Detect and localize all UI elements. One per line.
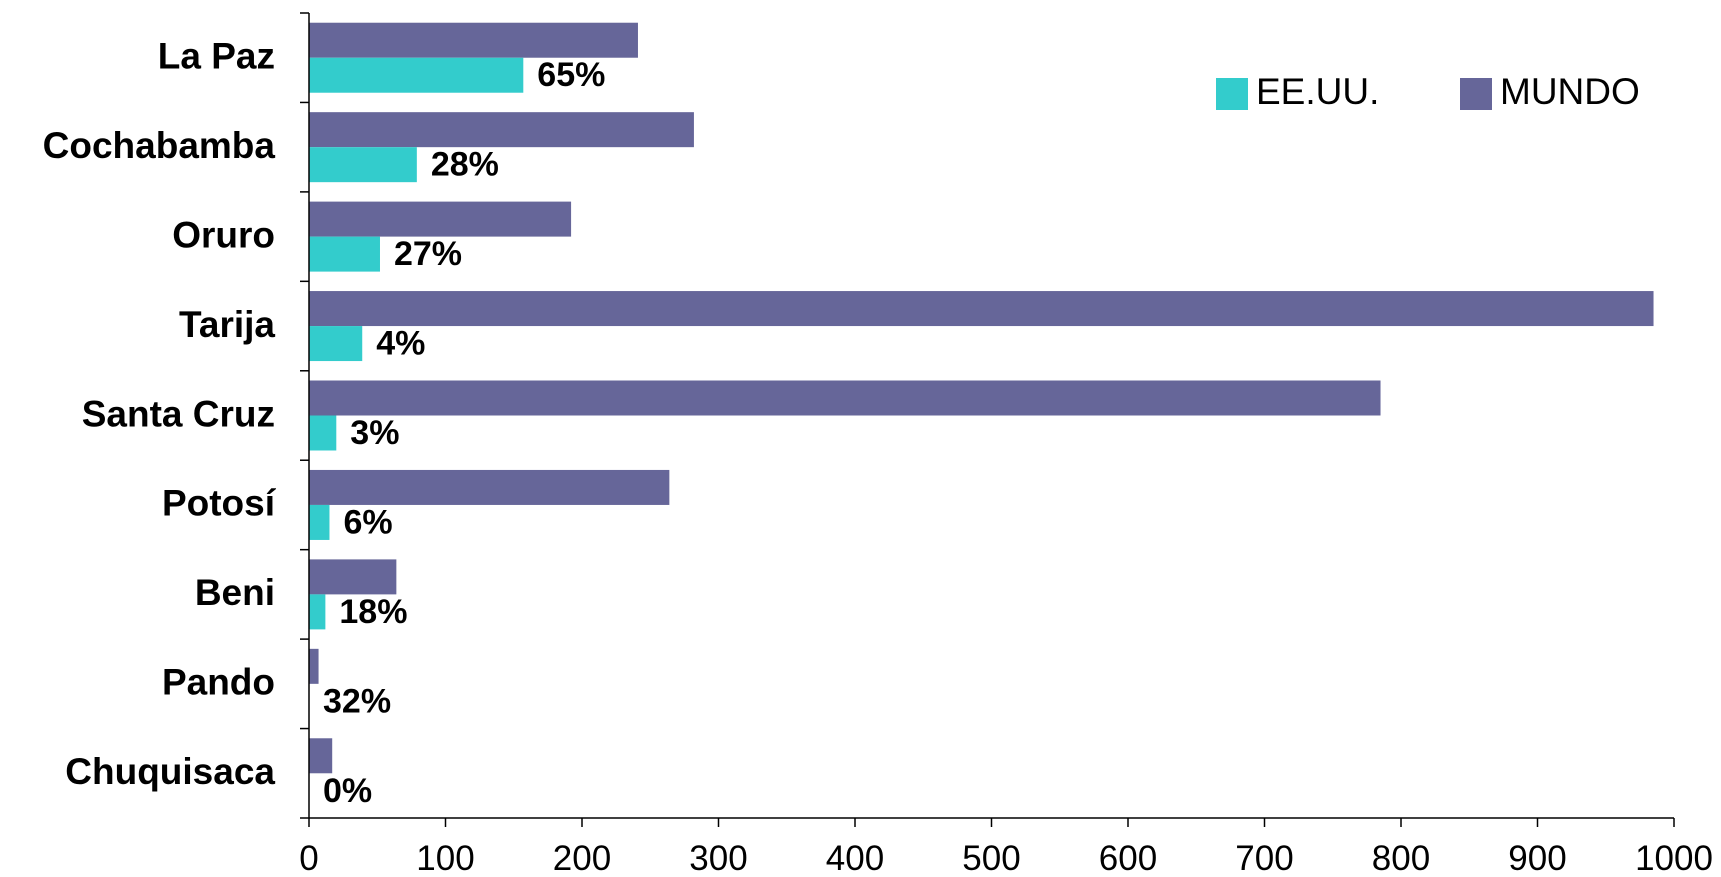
category-label-cochabamba: Cochabamba bbox=[43, 125, 276, 166]
bar-eeuu-beni bbox=[309, 594, 326, 630]
bar-marks bbox=[309, 22, 1654, 774]
data-label-eeuu-tarija: 4% bbox=[376, 325, 425, 363]
x-tick-label-300: 300 bbox=[689, 839, 747, 877]
data-label-eeuu-potosi: 6% bbox=[343, 503, 392, 541]
bar-mundo-cochabamba bbox=[309, 112, 694, 148]
category-label-potosi: Potosí bbox=[162, 483, 277, 524]
data-label-eeuu-oruro: 27% bbox=[394, 235, 462, 273]
legend-label-ee-uu: EE.UU. bbox=[1256, 71, 1379, 112]
data-label-eeuu-santa-cruz: 3% bbox=[350, 414, 399, 452]
legend-swatch-ee-uu bbox=[1216, 78, 1248, 110]
data-label-eeuu-chuquisaca: 0% bbox=[323, 772, 372, 810]
bar-eeuu-santa-cruz bbox=[309, 415, 337, 451]
category-label-chuquisaca: Chuquisaca bbox=[65, 751, 275, 792]
bar-mundo-chuquisaca bbox=[309, 738, 333, 774]
bar-mundo-santa-cruz bbox=[309, 380, 1381, 416]
bar-mundo-oruro bbox=[309, 201, 572, 237]
category-label-beni: Beni bbox=[195, 572, 275, 613]
category-label-pando: Pando bbox=[162, 662, 275, 703]
bar-eeuu-cochabamba bbox=[309, 147, 417, 183]
x-tick-label-900: 900 bbox=[1508, 839, 1566, 877]
x-tick-label-800: 800 bbox=[1372, 839, 1430, 877]
x-tick-label-400: 400 bbox=[826, 839, 884, 877]
category-label-oruro: Oruro bbox=[172, 214, 275, 255]
category-label-santa-cruz: Santa Cruz bbox=[82, 393, 275, 434]
x-tick-label-500: 500 bbox=[962, 839, 1020, 877]
bar-mundo-potosi bbox=[309, 469, 670, 505]
x-tick-label-100: 100 bbox=[416, 839, 474, 877]
x-tick-label-1000: 1000 bbox=[1635, 839, 1713, 877]
bar-mundo-tarija bbox=[309, 291, 1654, 327]
legend-swatch-mundo bbox=[1460, 78, 1492, 110]
bar-eeuu-potosi bbox=[309, 504, 330, 540]
category-label-tarija: Tarija bbox=[179, 304, 275, 345]
x-tick-label-200: 200 bbox=[553, 839, 611, 877]
legend: EE.UU. MUNDO bbox=[1216, 71, 1640, 112]
data-label-eeuu-beni: 18% bbox=[339, 593, 407, 631]
legend-label-mundo: MUNDO bbox=[1500, 71, 1640, 112]
bar-mundo-pando bbox=[309, 648, 319, 684]
data-label-eeuu-la-paz: 65% bbox=[537, 56, 605, 94]
x-tick-label-0: 0 bbox=[299, 839, 318, 877]
data-label-eeuu-pando: 32% bbox=[323, 682, 391, 720]
bar-eeuu-oruro bbox=[309, 236, 380, 272]
bar-eeuu-tarija bbox=[309, 326, 363, 362]
category-labels: La Paz Cochabamba Oruro Tarija Santa Cruz Pot… bbox=[43, 36, 277, 793]
x-tick-label-600: 600 bbox=[1099, 839, 1157, 877]
data-labels: 65% 28% 27% 4% 3% 6% 18% 32% 0% bbox=[323, 56, 605, 810]
bar-mundo-beni bbox=[309, 559, 397, 595]
bar-eeuu-la-paz bbox=[309, 57, 524, 93]
axes: 0 100 200 300 400 500 600 700 800 900 1000 bbox=[299, 12, 1713, 877]
data-label-eeuu-cochabamba: 28% bbox=[431, 146, 499, 184]
x-tick-label-700: 700 bbox=[1235, 839, 1293, 877]
bar-mundo-la-paz bbox=[309, 22, 638, 58]
category-label-la-paz: La Paz bbox=[158, 36, 275, 77]
